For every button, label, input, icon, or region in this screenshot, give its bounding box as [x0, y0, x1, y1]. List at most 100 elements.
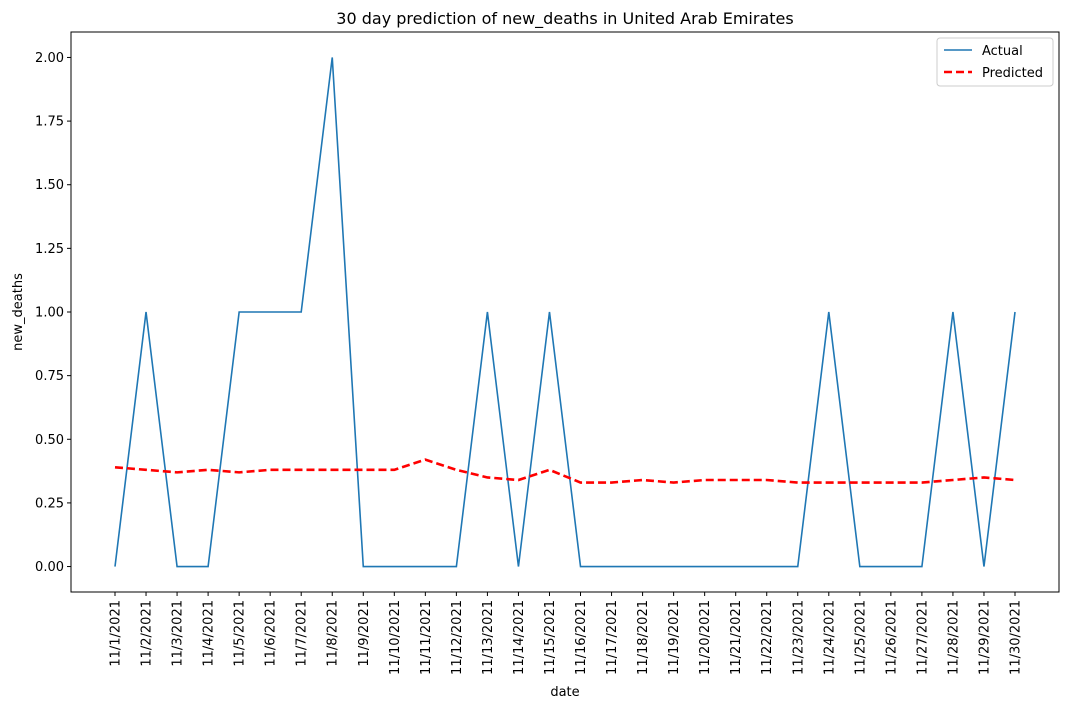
x-tick-label: 11/13/2021: [481, 600, 496, 675]
data-point-actual: [238, 311, 241, 314]
data-point-actual: [269, 311, 272, 314]
x-tick-label: 11/3/2021: [171, 600, 186, 667]
x-axis-label: date: [550, 685, 579, 700]
data-point-actual: [455, 565, 458, 568]
data-point-predicted: [362, 468, 365, 471]
y-tick-label: 0.00: [35, 560, 64, 575]
x-tick-label: 11/1/2021: [109, 600, 124, 667]
data-point-predicted: [579, 481, 582, 484]
data-point-actual: [486, 311, 489, 314]
data-point-actual: [858, 565, 861, 568]
data-point-actual: [114, 565, 117, 568]
data-point-predicted: [114, 466, 117, 469]
data-point-actual: [982, 565, 985, 568]
data-point-predicted: [734, 479, 737, 482]
data-point-predicted: [920, 481, 923, 484]
data-point-actual: [1014, 311, 1017, 314]
y-tick-label: 1.75: [35, 115, 64, 130]
data-point-predicted: [424, 458, 427, 461]
x-tick-label: 11/28/2021: [946, 600, 961, 675]
y-axis-label: new_deaths: [11, 273, 26, 351]
x-tick-label: 11/6/2021: [264, 600, 279, 667]
legend: Actual Predicted: [936, 37, 1054, 87]
data-point-predicted: [796, 481, 799, 484]
data-point-predicted: [455, 468, 458, 471]
data-point-actual: [424, 565, 427, 568]
x-tick-label: 11/25/2021: [853, 600, 868, 675]
data-point-actual: [796, 565, 799, 568]
data-point-actual: [672, 565, 675, 568]
data-point-predicted: [827, 481, 830, 484]
data-point-predicted: [672, 481, 675, 484]
data-point-actual: [548, 311, 551, 314]
data-point-actual: [920, 565, 923, 568]
data-point-predicted: [300, 468, 303, 471]
data-point-actual: [176, 565, 179, 568]
data-point-actual: [579, 565, 582, 568]
data-point-actual: [703, 565, 706, 568]
x-tick-label: 11/18/2021: [636, 600, 651, 675]
data-point-predicted: [703, 479, 706, 482]
data-point-actual: [300, 311, 303, 314]
data-point-predicted: [269, 468, 272, 471]
series-line-actual: [114, 57, 1016, 568]
data-point-predicted: [548, 468, 551, 471]
data-point-actual: [207, 565, 210, 568]
x-tick-label: 11/11/2021: [419, 600, 434, 675]
x-tick-label: 11/15/2021: [543, 600, 558, 675]
data-point-actual: [610, 565, 613, 568]
data-point-actual: [641, 565, 644, 568]
plot-frame: [70, 31, 1060, 593]
x-tick-label: 11/8/2021: [326, 600, 341, 667]
y-tick-label: 2.00: [35, 51, 64, 66]
data-point-predicted: [238, 471, 241, 474]
data-point-actual: [734, 565, 737, 568]
x-tick-label: 11/29/2021: [977, 600, 992, 675]
data-point-actual: [827, 311, 830, 314]
plot-area: 0.00 0.25 0.50 0.75 1.00 1.25 1.50 1.75 2.00 11/1…: [35, 51, 1023, 675]
y-tick-label: 1.50: [35, 178, 64, 193]
legend-label-predicted: Predicted: [982, 66, 1043, 81]
y-tick-label: 0.25: [35, 496, 64, 511]
x-tick-label: 11/10/2021: [388, 600, 403, 675]
x-tick-label: 11/9/2021: [357, 600, 372, 667]
data-point-predicted: [982, 476, 985, 479]
data-point-predicted: [765, 479, 768, 482]
x-tick-label: 11/5/2021: [233, 600, 248, 667]
x-tick-label: 11/21/2021: [729, 600, 744, 675]
x-tick-label: 11/17/2021: [605, 600, 620, 675]
x-tick-label: 11/14/2021: [512, 600, 527, 675]
x-tick-label: 11/30/2021: [1009, 600, 1024, 675]
data-point-actual: [889, 565, 892, 568]
x-tick-label: 11/27/2021: [915, 600, 930, 675]
data-point-predicted: [951, 479, 954, 482]
x-tick-label: 11/23/2021: [791, 600, 806, 675]
x-tick-label: 11/19/2021: [667, 600, 682, 675]
data-point-predicted: [517, 479, 520, 482]
data-point-predicted: [889, 481, 892, 484]
data-point-actual: [517, 565, 520, 568]
y-tick-label: 0.75: [35, 369, 64, 384]
data-point-predicted: [1014, 479, 1017, 482]
data-point-predicted: [331, 468, 334, 471]
x-tick-label: 11/16/2021: [574, 600, 589, 675]
x-tick-label: 11/2/2021: [140, 600, 155, 667]
data-point-actual: [145, 311, 148, 314]
data-point-predicted: [610, 481, 613, 484]
y-tick-label: 1.00: [35, 306, 64, 321]
y-tick-label: 0.50: [35, 433, 64, 448]
data-point-actual: [331, 56, 334, 59]
data-point-predicted: [207, 468, 210, 471]
data-point-predicted: [858, 481, 861, 484]
chart-title: 30 day prediction of new_deaths in Unite…: [336, 9, 793, 29]
data-point-actual: [393, 565, 396, 568]
data-point-predicted: [145, 468, 148, 471]
data-point-actual: [765, 565, 768, 568]
x-tick-label: 11/12/2021: [450, 600, 465, 675]
series-line-predicted: [114, 458, 1016, 484]
data-point-predicted: [393, 468, 396, 471]
x-tick-label: 11/22/2021: [760, 600, 775, 675]
data-point-predicted: [486, 476, 489, 479]
data-point-actual: [362, 565, 365, 568]
